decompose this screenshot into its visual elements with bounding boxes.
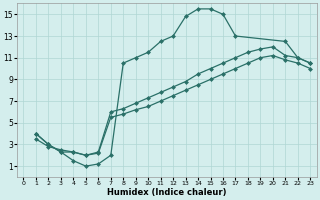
X-axis label: Humidex (Indice chaleur): Humidex (Indice chaleur) bbox=[107, 188, 227, 197]
